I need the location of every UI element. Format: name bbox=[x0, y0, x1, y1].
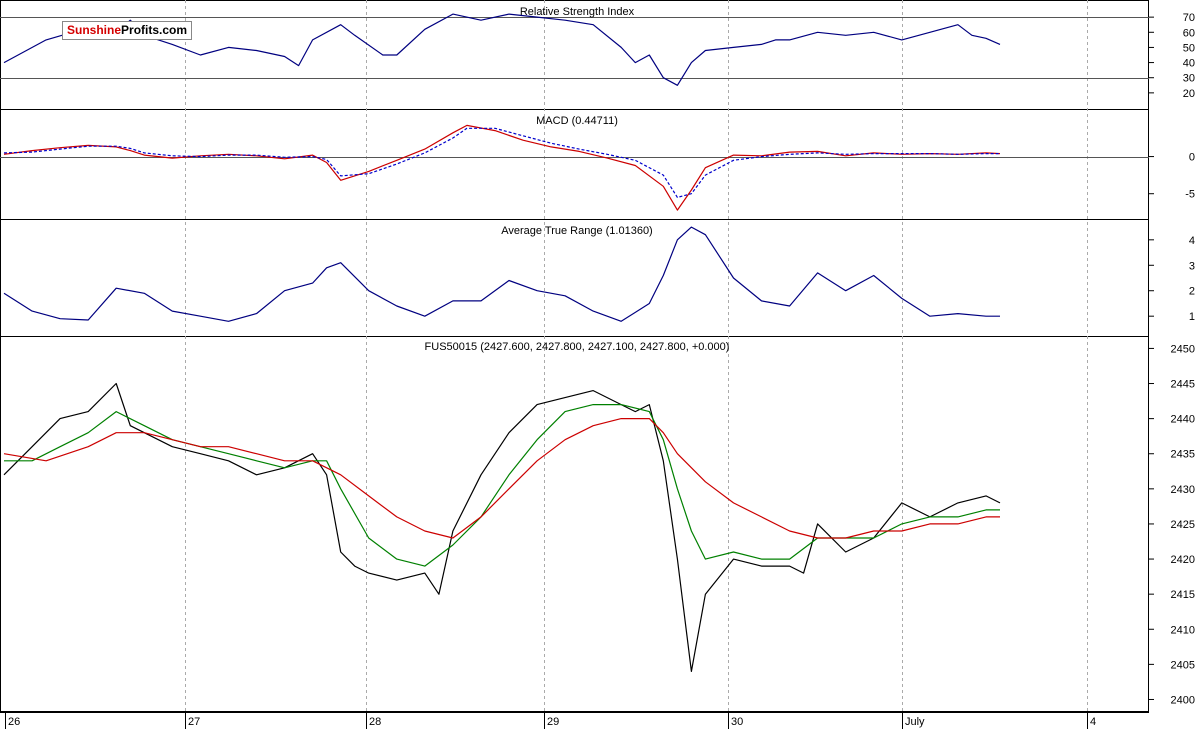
atr-y-tick-label: 3 bbox=[1189, 260, 1195, 272]
price-y-tick-label: 2410 bbox=[1171, 624, 1195, 636]
rsi-y-tick-label: 50 bbox=[1183, 42, 1195, 54]
x-tick-label: 4 bbox=[1090, 716, 1096, 728]
price-y-tick-label: 2420 bbox=[1171, 554, 1195, 566]
x-tick-label: 29 bbox=[547, 716, 559, 728]
price-title: FUS50015 (2427.600, 2427.800, 2427.100, … bbox=[425, 341, 730, 353]
price-series-line-2 bbox=[3, 418, 1000, 539]
atr-title: Average True Range (1.01360) bbox=[501, 225, 652, 237]
x-tick-label: 27 bbox=[188, 716, 200, 728]
day-gridlines bbox=[185, 0, 1088, 712]
macd-title: MACD (0.44711) bbox=[536, 115, 618, 127]
rsi-y-tick-label: 20 bbox=[1183, 88, 1195, 100]
rsi-y-tick-label: 40 bbox=[1183, 58, 1195, 70]
atr-y-tick-label: 2 bbox=[1189, 286, 1195, 298]
macd-y-tick-label: -5 bbox=[1185, 189, 1195, 201]
rsi-y-tick-label: 60 bbox=[1183, 27, 1195, 39]
price-series-line-0 bbox=[3, 382, 1001, 673]
price-y-tick-label: 2445 bbox=[1171, 379, 1195, 391]
price-y-tick-label: 2425 bbox=[1171, 519, 1195, 531]
reference-lines bbox=[0, 17, 1149, 158]
rsi-series-line-0 bbox=[3, 13, 1001, 86]
logo-part-1: Sunshine bbox=[67, 23, 122, 37]
sunshine-profits-logo: SunshineProfits.com bbox=[62, 21, 193, 40]
x-tick-label: July bbox=[905, 716, 925, 728]
x-tick-label: 30 bbox=[731, 716, 743, 728]
price-y-tick-label: 2405 bbox=[1171, 659, 1195, 671]
y-axis-ticks: 20 30 40 50 60 70 -5 0 1 2 3 4 2400 2405 2410 2415 2420 2… bbox=[1149, 12, 1195, 706]
price-y-tick-label: 2415 bbox=[1171, 589, 1195, 601]
macd-y-tick-label: 0 bbox=[1189, 152, 1195, 164]
atr-series-line-0 bbox=[3, 226, 1000, 322]
price-y-tick-label: 2435 bbox=[1171, 449, 1195, 461]
rsi-title: Relative Strength Index bbox=[520, 6, 635, 18]
atr-y-tick-label: 4 bbox=[1189, 235, 1195, 247]
logo-part-2: Profits.com bbox=[121, 23, 188, 37]
x-tick-label: 28 bbox=[369, 716, 381, 728]
rsi-y-tick-label: 70 bbox=[1183, 12, 1195, 24]
price-y-tick-label: 2430 bbox=[1171, 484, 1195, 496]
panel-frames bbox=[0, 0, 1149, 712]
x-axis: 26 27 28 29 30 July 4 bbox=[0, 712, 1149, 729]
rsi-y-tick-label: 30 bbox=[1183, 73, 1195, 85]
price-y-tick-label: 2400 bbox=[1171, 694, 1195, 706]
series-layer bbox=[3, 13, 1001, 673]
atr-y-tick-label: 1 bbox=[1189, 311, 1195, 323]
price-y-tick-label: 2450 bbox=[1171, 343, 1195, 355]
price-y-tick-label: 2440 bbox=[1171, 414, 1195, 426]
macd-series-line-1 bbox=[3, 127, 1000, 198]
x-tick-label: 26 bbox=[8, 716, 20, 728]
